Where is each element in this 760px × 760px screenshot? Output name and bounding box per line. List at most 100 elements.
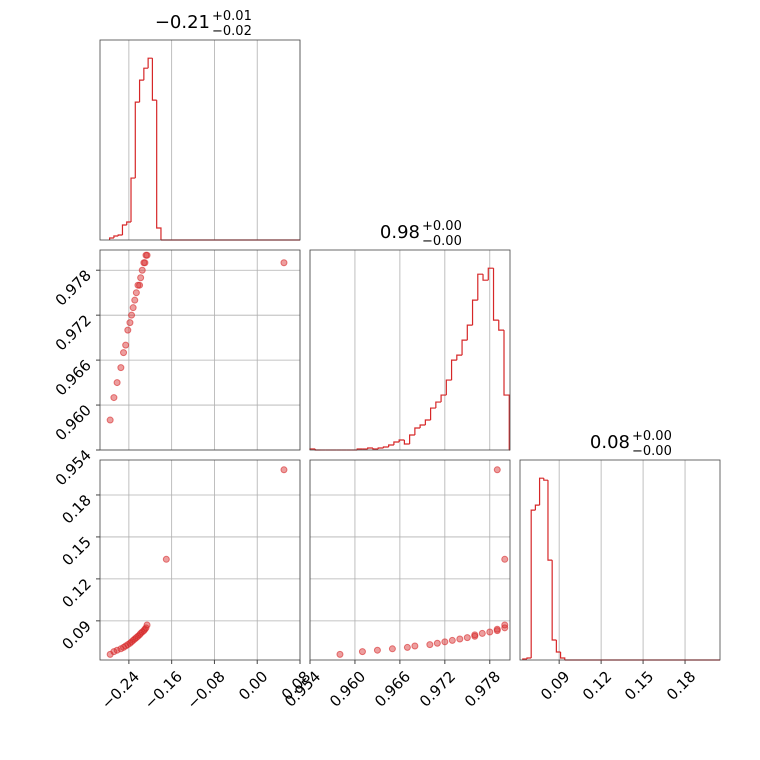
hist-step — [113, 235, 119, 239]
panel-frame — [519, 459, 721, 661]
y-tick-label: 0.12 — [58, 575, 94, 611]
x-tick-label: 0.978 — [461, 668, 504, 711]
panel: −0.21 +0.01−0.02 — [99, 9, 301, 241]
hist-step — [134, 101, 140, 179]
hist-step — [466, 324, 473, 341]
sample-point — [128, 311, 136, 319]
hist-step — [538, 477, 544, 506]
hist-step — [388, 444, 394, 448]
hist-step — [424, 419, 431, 426]
hist-step — [372, 448, 379, 450]
y-tick-label: 0.09 — [58, 617, 94, 653]
sample-point — [280, 259, 288, 267]
hist-step — [534, 504, 540, 511]
x-tick-label: 0.12 — [579, 668, 615, 704]
sample-point — [162, 555, 170, 563]
sample-point — [456, 635, 464, 643]
title-plus: +0.00 — [422, 219, 462, 234]
hist-step — [121, 224, 127, 236]
hist-step — [409, 434, 415, 445]
sample-point — [141, 259, 149, 267]
sample-point — [478, 629, 486, 637]
hist-step — [555, 640, 561, 653]
hist-step — [456, 354, 463, 361]
hist-step — [147, 57, 153, 69]
panel-frame — [99, 39, 301, 241]
x-tick-label: 0.960 — [326, 668, 369, 711]
hist-step — [551, 560, 557, 641]
hist-step — [130, 177, 136, 223]
sample-point — [493, 625, 501, 633]
hist-step — [440, 394, 447, 403]
sample-point — [501, 555, 509, 563]
sample-point — [136, 281, 144, 289]
sample-point — [463, 634, 471, 642]
sample-point — [373, 646, 381, 654]
hist-step — [450, 359, 457, 381]
hist-step — [143, 67, 149, 81]
hist-step — [377, 447, 384, 450]
y-tick-label: 0.954 — [52, 446, 95, 489]
sample-point — [122, 341, 130, 349]
hist-step — [414, 427, 421, 436]
x-tick-label: 0.00 — [235, 668, 271, 704]
hist-step — [477, 273, 484, 301]
hist-step — [461, 339, 468, 356]
hist-step — [138, 79, 144, 103]
sample-point — [448, 636, 456, 644]
hist-step — [126, 221, 132, 226]
sample-point — [441, 638, 449, 646]
panel: −0.24−0.16−0.08 0.00 0.080.090.120.150.18 — [58, 459, 314, 713]
x-tick-label: −0.08 — [183, 668, 228, 713]
sample-point — [131, 296, 139, 304]
sample-point — [120, 349, 128, 357]
sample-point — [411, 642, 419, 650]
hist-step — [487, 267, 494, 281]
sample-point — [137, 274, 145, 282]
title-plus: +0.00 — [632, 429, 672, 444]
panel-frame — [99, 249, 301, 451]
sample-point — [493, 466, 501, 474]
sample-point — [113, 379, 121, 387]
hist-step — [498, 320, 505, 331]
hist-step — [398, 439, 405, 443]
sample-point — [336, 650, 344, 658]
panel-frame — [309, 249, 511, 451]
sample-point — [124, 326, 132, 334]
panel: 0.09 0.12 0.15 0.18 0.08 +0.00−0.00 — [519, 429, 721, 704]
panel: 0.98 +0.00−0.00 — [309, 219, 511, 451]
sample-point — [126, 319, 134, 327]
sample-point — [129, 304, 137, 312]
sample-point — [117, 364, 125, 372]
title-minus: −0.02 — [212, 24, 252, 39]
panel-frame — [99, 459, 301, 661]
title-plus: +0.01 — [212, 9, 252, 24]
y-tick-label: 0.960 — [52, 401, 95, 444]
sample-point — [138, 266, 146, 274]
hist-step — [471, 299, 478, 326]
sample-point — [403, 643, 411, 651]
hist-step — [530, 509, 536, 659]
sample-point — [358, 648, 366, 656]
y-tick-label: 0.966 — [52, 356, 95, 399]
sample-point — [501, 621, 509, 629]
hist-step — [445, 379, 452, 396]
hist-step — [429, 407, 436, 421]
sample-point — [106, 416, 114, 424]
sample-point — [486, 628, 494, 636]
panel-title: 0.98 — [380, 222, 420, 243]
sample-point — [426, 641, 434, 649]
hist-step — [367, 447, 373, 450]
x-tick-label: 0.09 — [537, 668, 573, 704]
sample-point — [110, 394, 118, 402]
y-tick-label: 0.972 — [52, 311, 95, 354]
title-minus: −0.00 — [632, 444, 672, 459]
hist-step — [547, 480, 553, 561]
hist-step — [492, 268, 499, 321]
hist-step — [382, 446, 389, 449]
y-tick-label: 0.18 — [58, 491, 94, 527]
title-minus: −0.00 — [422, 234, 462, 249]
x-tick-label: −0.24 — [98, 668, 143, 713]
